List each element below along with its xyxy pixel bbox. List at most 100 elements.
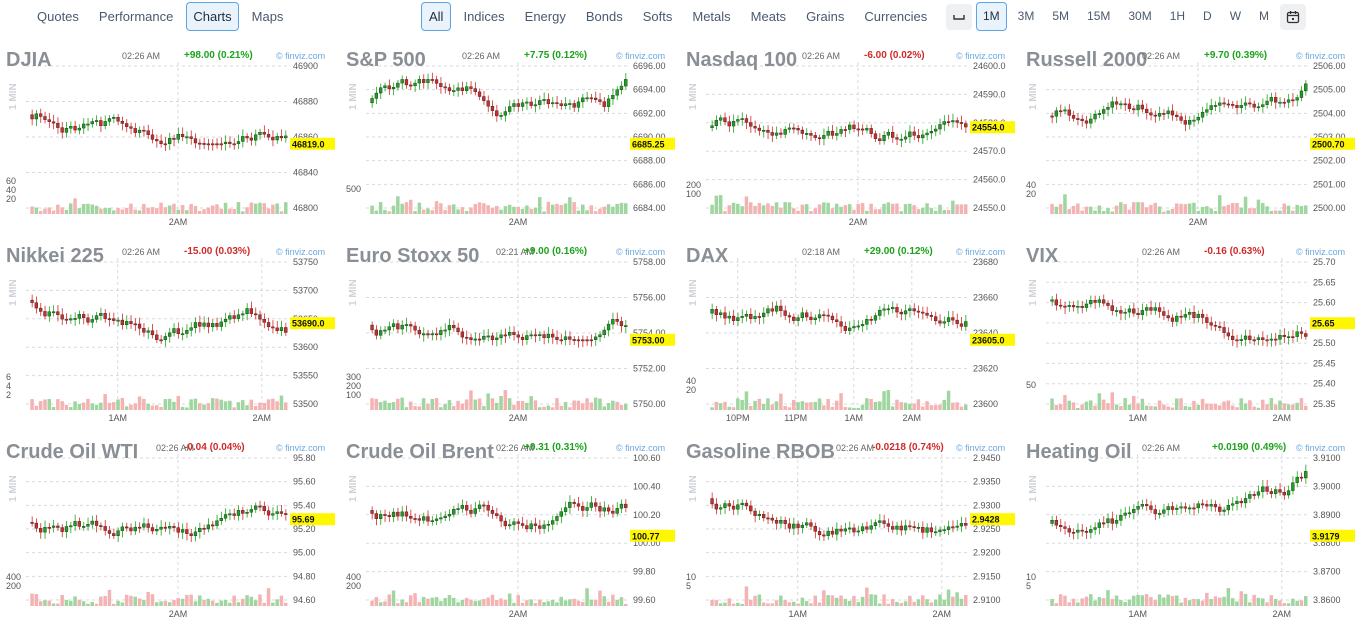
space-bar-icon[interactable] — [946, 3, 972, 30]
finviz-brand[interactable]: © finviz.com — [956, 51, 1006, 61]
finviz-brand[interactable]: © finviz.com — [1296, 443, 1346, 453]
price-tag — [290, 317, 335, 330]
chart-title[interactable]: Crude Oil Brent — [346, 441, 494, 463]
filter-bonds[interactable]: Bonds — [585, 9, 623, 24]
finviz-brand[interactable]: © finviz.com — [616, 443, 666, 453]
finviz-brand[interactable]: © finviz.com — [956, 247, 1006, 257]
candle — [180, 134, 185, 137]
volume-bar — [718, 403, 723, 410]
tab-quotes[interactable]: Quotes — [37, 9, 79, 24]
chart-panel-heating-oil[interactable]: 3.9100 3.9000 3.8900 3.8800 3.8700 3.8600 10 5 1… — [1020, 432, 1355, 622]
chart-panel-nasdaq-100[interactable]: 24600.024590.024580.024570.024560.024550… — [680, 40, 1015, 230]
volume-bar — [159, 202, 163, 214]
finviz-brand[interactable]: © finviz.com — [276, 443, 326, 453]
chart-panel-nikkei-225[interactable]: 5375053700536505360053550535006421AM2AM5… — [0, 236, 335, 426]
chart-panel-sandp-500[interactable]: 6696.00 6694.00 6692.00 6690.00 6688.00 6686.… — [340, 40, 675, 230]
finviz-brand[interactable]: © finviz.com — [956, 443, 1006, 453]
finviz-brand[interactable]: © finviz.com — [276, 247, 326, 257]
volume-bar — [839, 595, 843, 606]
x-tick-label: 1AM — [845, 413, 864, 423]
chart-panel-gasoline-rbob[interactable]: 2.9450 2.9350 2.9300 2.9250 2.9200 2.9150 2.91… — [680, 432, 1015, 622]
chart-panel-djia[interactable]: 46900 46880 46860 46840 46800 60 40 20 2AM 46819.… — [0, 40, 335, 230]
finviz-brand[interactable]: © finviz.com — [616, 247, 666, 257]
timeframe-d[interactable]: D — [1203, 9, 1212, 23]
filter-energy[interactable]: Energy — [524, 9, 566, 24]
finviz-brand[interactable]: © finviz.com — [276, 51, 326, 61]
volume-bar — [142, 398, 146, 410]
filter-currencies[interactable]: Currencies — [864, 9, 928, 24]
volume-bar — [370, 205, 374, 214]
candle — [710, 309, 714, 314]
volume-bar — [1183, 405, 1188, 410]
filter-meats[interactable]: Meats — [750, 9, 787, 24]
chart-title[interactable]: Nasdaq 100 — [686, 49, 798, 71]
candle — [1192, 507, 1196, 510]
chart-panel-dax[interactable]: 23680 23660 23640 23620 23600 40 20 10PM 11PM 1AM… — [680, 236, 1015, 426]
volume-bar — [1222, 206, 1226, 214]
timeframe-w[interactable]: W — [1229, 9, 1242, 23]
tab-performance[interactable]: Performance — [98, 9, 174, 24]
volume-bar — [1269, 398, 1274, 410]
tab-maps[interactable]: Maps — [251, 9, 284, 24]
timeframe-30m[interactable]: 30M — [1128, 9, 1152, 23]
chart-panel-crude-oil-wti[interactable]: 95.80 95.60 95.40 95.20 95.00 94.80 94.60 400 20… — [0, 432, 335, 622]
volume-bar — [843, 407, 848, 410]
chart-title[interactable]: Gasoline RBOB — [686, 441, 835, 463]
chart-title[interactable]: Crude Oil WTI — [6, 441, 139, 463]
candle — [266, 133, 271, 138]
volume-bar — [447, 400, 452, 410]
volume-bar — [1058, 594, 1063, 606]
tab-charts[interactable]: Charts — [186, 2, 239, 31]
chart-title[interactable]: Nikkei 225 — [6, 245, 104, 267]
volume-bar — [189, 594, 193, 606]
filter-indices[interactable]: Indices — [463, 9, 505, 24]
volume-bar — [1239, 591, 1243, 606]
volume-bar — [473, 204, 477, 214]
volume-bar — [929, 405, 934, 410]
calendar-icon[interactable] — [1280, 3, 1307, 30]
volume-bar — [241, 211, 245, 214]
volume-bar — [116, 208, 120, 214]
finviz-brand[interactable]: © finviz.com — [1296, 247, 1346, 257]
candle — [860, 526, 865, 532]
candle — [1179, 116, 1183, 121]
chart-title[interactable]: Euro Stoxx 50 — [346, 245, 480, 267]
candle — [64, 318, 69, 321]
chart-title[interactable]: Heating Oil — [1026, 441, 1132, 463]
timeframe-1m[interactable]: 1M — [976, 2, 1007, 31]
chart-panel-vix[interactable]: 25.7025.6525.6025.5525.5025.4525.4025.35… — [1020, 236, 1355, 426]
timeframe-3m[interactable]: 3M — [1017, 9, 1035, 23]
chart-panel-crude-oil-brent[interactable]: 100.60 100.40 100.20 100.00 99.80 99.60 400 200… — [340, 432, 675, 622]
volume-bar — [266, 588, 271, 606]
candle — [391, 323, 396, 327]
candle — [813, 135, 817, 138]
candle — [495, 337, 499, 340]
chart-title[interactable]: DAX — [686, 245, 729, 267]
volume-bar — [1119, 600, 1123, 606]
chart-panel-russell-2000[interactable]: 2506.00 2505.00 2504.00 2503.00 2502.00 2501.… — [1020, 40, 1355, 230]
candle — [766, 517, 770, 520]
timeframe-5m[interactable]: 5M — [1052, 9, 1070, 23]
chart-title[interactable]: DJIA — [6, 49, 52, 71]
filter-softs[interactable]: Softs — [642, 9, 673, 24]
timeframe-15m[interactable]: 15M — [1087, 9, 1111, 23]
filter-grains[interactable]: Grains — [806, 9, 845, 24]
chart-title[interactable]: Russell 2000 — [1026, 49, 1148, 71]
candle — [938, 320, 942, 324]
candle — [546, 523, 550, 526]
chart-title[interactable]: S&P 500 — [346, 49, 426, 71]
finviz-brand[interactable]: © finviz.com — [616, 51, 666, 61]
volume-bar — [409, 199, 413, 214]
y-tick-label: 23660 — [973, 293, 998, 303]
timeframe-1h[interactable]: 1H — [1169, 9, 1186, 23]
timeframe-m[interactable]: M — [1259, 9, 1270, 23]
volume-axis-label: 1 MIN — [348, 279, 359, 306]
volume-bar — [124, 207, 129, 214]
finviz-brand[interactable]: © finviz.com — [1296, 51, 1346, 61]
chart-title[interactable]: VIX — [1026, 245, 1059, 267]
chart-plot: 2.94502.93502.93002.92502.92002.91502.91… — [686, 453, 1015, 619]
filter-all[interactable]: All — [421, 2, 452, 31]
candle — [921, 311, 925, 314]
chart-panel-euro-stoxx-50[interactable]: 5758.00 5756.00 5754.00 5752.00 5750.00 300 20… — [340, 236, 675, 426]
filter-metals[interactable]: Metals — [692, 9, 731, 24]
